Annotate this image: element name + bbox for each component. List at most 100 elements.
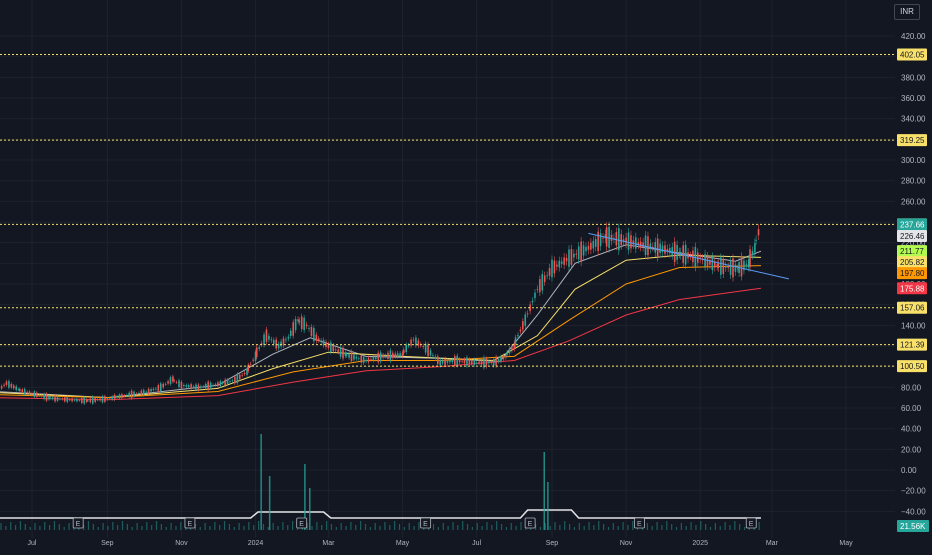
candle-body — [238, 374, 241, 379]
candle-body — [249, 363, 252, 365]
candle-body — [26, 391, 28, 393]
volume-bar — [724, 522, 726, 530]
candle-body — [38, 395, 41, 396]
candle-body — [142, 389, 145, 396]
candle-body — [461, 360, 463, 362]
earnings-marker-box — [72, 517, 84, 529]
volume-bar — [394, 521, 396, 530]
y-tick-label: 20.00 — [901, 445, 922, 454]
candle-body — [682, 245, 684, 263]
price-tag-background — [897, 229, 927, 242]
volume-bar — [505, 527, 508, 530]
candle-body — [656, 238, 659, 258]
candle-body — [360, 355, 363, 363]
volume-bar — [214, 522, 216, 530]
candle-body — [108, 398, 111, 399]
candle-body — [587, 245, 590, 250]
x-tick-label: Nov — [620, 540, 633, 547]
volume-bar — [675, 527, 678, 530]
volume-bar — [500, 524, 503, 530]
earnings-marker[interactable]: E — [524, 517, 536, 529]
x-tick-label: 2025 — [692, 540, 708, 547]
volume-bar — [593, 525, 595, 530]
earnings-marker[interactable]: E — [72, 517, 84, 529]
volume-bar — [155, 521, 158, 530]
candle-body — [36, 392, 38, 397]
x-tick-label: May — [839, 540, 853, 547]
volume-bar — [63, 527, 65, 530]
volume-bar — [462, 521, 464, 530]
earnings-marker[interactable]: E — [634, 517, 645, 529]
candle-body — [604, 234, 607, 239]
price-candles — [0, 222, 760, 406]
candle-body — [152, 388, 155, 391]
candle-body — [294, 319, 297, 331]
candle-body — [483, 357, 485, 368]
volume-spike-bar — [268, 476, 271, 530]
candle-body — [519, 329, 522, 332]
price-tag-label: 237.66 — [900, 220, 925, 229]
earnings-marker[interactable]: E — [420, 517, 432, 529]
earnings-marker[interactable]: E — [296, 517, 308, 529]
volume-bar — [102, 523, 104, 530]
volume-bar — [568, 524, 571, 530]
volume-bar — [24, 524, 26, 530]
volume-bar — [695, 525, 697, 530]
earnings-marker-box — [420, 517, 432, 529]
candle-body — [502, 355, 505, 360]
volume-bar — [651, 526, 653, 530]
volume-bar — [476, 523, 478, 530]
level-tag-label: 319.25 — [900, 136, 925, 145]
volume-bar — [403, 527, 405, 530]
candle-body — [513, 342, 516, 350]
candle-body — [716, 264, 719, 267]
candle-body — [687, 252, 689, 259]
candle-body — [367, 357, 370, 363]
candle-body — [10, 383, 13, 388]
candle-body — [570, 248, 573, 265]
earnings-marker[interactable]: E — [184, 517, 196, 529]
candle-body — [573, 253, 575, 258]
candle-body — [99, 398, 101, 401]
candle-body — [717, 263, 720, 268]
volume-bar — [0, 523, 2, 530]
earnings-marker[interactable]: E — [745, 517, 757, 529]
x-tick-label: Jul — [28, 540, 37, 547]
candle-body — [415, 337, 417, 346]
volume-bar — [131, 527, 133, 530]
candle-body — [582, 245, 585, 256]
candle-body — [444, 358, 446, 366]
candle-body — [505, 355, 507, 358]
candle-body — [300, 316, 303, 330]
earnings-marker-label: E — [423, 521, 428, 528]
candle-body — [605, 227, 608, 247]
currency-label[interactable]: INR — [894, 4, 920, 20]
volume-bar — [87, 521, 90, 530]
volume-tag-background — [897, 520, 929, 532]
candle-body — [185, 385, 188, 387]
volume-average-line — [0, 509, 761, 519]
volume-bar — [544, 523, 546, 530]
candle-body — [254, 351, 257, 362]
candle-body — [594, 239, 597, 247]
candle-body — [195, 384, 197, 390]
volume-bar — [136, 523, 138, 530]
candle-body — [551, 259, 553, 278]
price-tag: 211.77 — [897, 245, 927, 258]
earnings-marker-box — [745, 517, 757, 529]
candle-body — [511, 346, 513, 351]
volume-bar — [277, 526, 279, 530]
candle-body — [138, 392, 140, 394]
y-tick-label: 40.00 — [901, 425, 922, 434]
volume-bar — [360, 521, 362, 530]
candle-body — [635, 237, 637, 249]
earnings-marker-box — [634, 517, 645, 529]
candle-body — [45, 393, 48, 401]
volume-bar — [627, 525, 629, 530]
candle-body — [21, 389, 24, 392]
volume-bar — [68, 523, 70, 530]
candle-body — [664, 245, 666, 254]
volume-bar — [515, 526, 517, 530]
